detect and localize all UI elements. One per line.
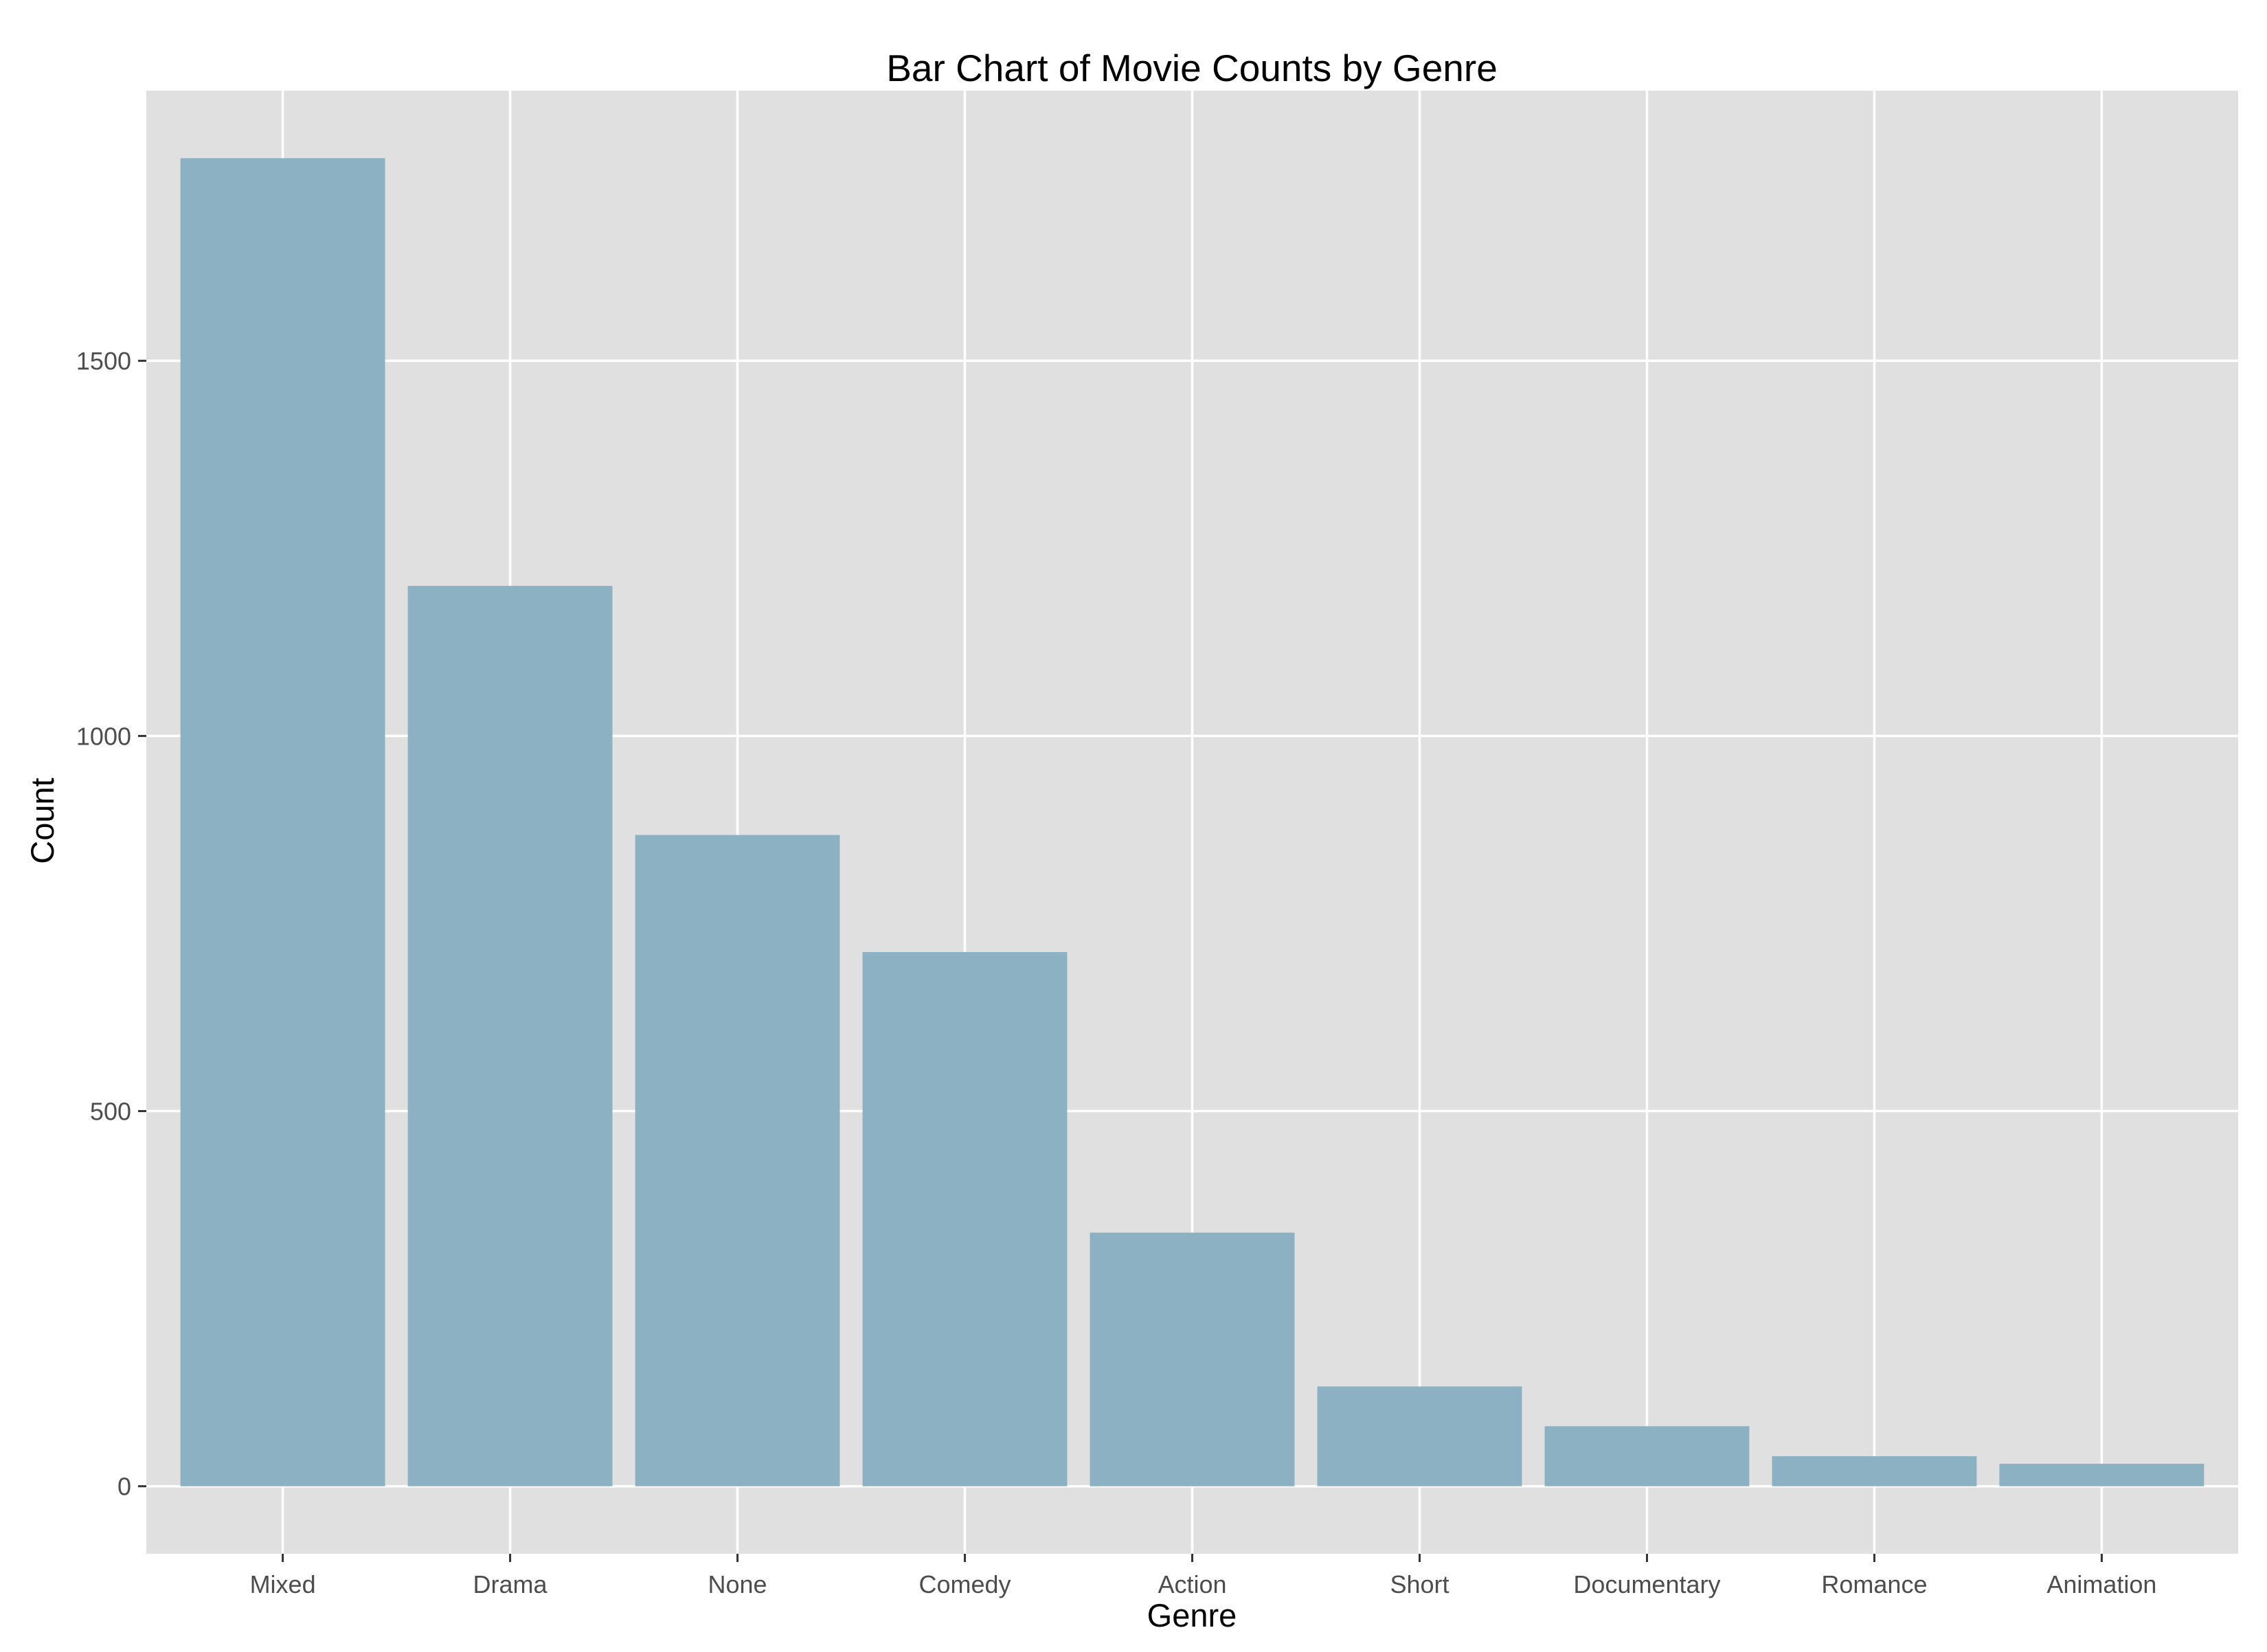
x-tick-label: Action (1158, 1570, 1226, 1598)
bars (180, 158, 2204, 1486)
bar-documentary (1544, 1426, 1750, 1486)
x-tick-label: Documentary (1573, 1570, 1720, 1598)
bar-action (1090, 1232, 1295, 1486)
bar-comedy (862, 951, 1068, 1486)
y-tick-label: 500 (90, 1098, 131, 1126)
x-tick-label: Drama (473, 1570, 548, 1598)
bar-short (1317, 1386, 1522, 1486)
y-axis-label: Count (24, 778, 60, 863)
bar-animation (1999, 1463, 2204, 1486)
y-axis-ticks: 0 500 1000 1500 (76, 347, 146, 1501)
bar-romance (1772, 1456, 1977, 1486)
bar-drama (407, 585, 613, 1486)
y-tick-label: 1500 (76, 347, 131, 375)
y-tick-label: 1000 (76, 722, 131, 750)
x-tick-label: None (708, 1570, 767, 1598)
x-axis-label: Genre (1147, 1597, 1237, 1633)
x-tick-label: Animation (2046, 1570, 2156, 1598)
x-tick-label: Short (1390, 1570, 1449, 1598)
y-tick-label: 0 (117, 1473, 131, 1501)
x-tick-label: Romance (1821, 1570, 1927, 1598)
x-axis-ticks: Mixed Drama None Comedy Action Short Documenta… (250, 1554, 2156, 1598)
bar-none (635, 835, 840, 1486)
x-tick-label: Comedy (918, 1570, 1011, 1598)
bar-mixed (180, 158, 385, 1486)
x-tick-label: Mixed (250, 1570, 316, 1598)
chart-title: Bar Chart of Movie Counts by Genre (886, 47, 1498, 89)
